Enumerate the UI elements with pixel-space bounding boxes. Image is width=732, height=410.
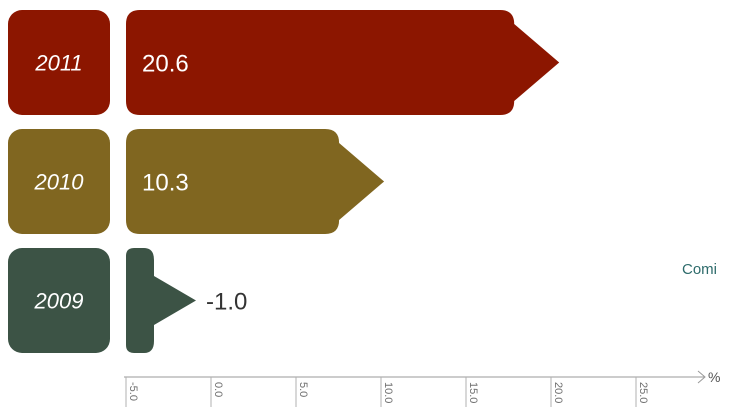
bar-row-2010: 2010 10.3 — [8, 129, 385, 234]
x-axis-unit: % — [708, 369, 720, 385]
value-label: -1.0 — [206, 289, 247, 316]
x-tick-label: -5.0 — [127, 382, 139, 401]
x-tick-label: 15.0 — [467, 382, 479, 403]
x-tick-label: 0.0 — [212, 382, 224, 397]
x-axis-ticks: -5.0 0.0 5.0 10.0 15.0 20.0 25.0 — [125, 377, 649, 407]
year-box — [8, 10, 110, 115]
bar — [126, 129, 385, 234]
x-tick-label: 10.0 — [382, 382, 394, 403]
x-tick-label: 20.0 — [552, 382, 564, 403]
chart-note: Comi — [682, 261, 717, 278]
x-axis-arrowhead — [697, 370, 706, 384]
x-tick-label: 25.0 — [637, 382, 649, 403]
bar-row-2011: 2011 20.6 — [8, 10, 560, 115]
bar-row-2009: 2009 -1.0 — [8, 248, 247, 353]
year-box — [8, 248, 110, 353]
value-label: 20.6 — [142, 51, 189, 78]
year-label: 2011 — [34, 51, 82, 76]
year-label: 2009 — [34, 289, 84, 314]
chart-rows: 2011 20.6 2010 10.3 2009 -1.0 — [8, 10, 560, 353]
bar — [126, 248, 196, 353]
year-label: 2010 — [34, 170, 85, 195]
x-tick-label: 5.0 — [297, 382, 309, 397]
bar — [126, 10, 560, 115]
year-box — [8, 129, 110, 234]
x-axis: -5.0 0.0 5.0 10.0 15.0 20.0 25.0 % — [124, 369, 720, 407]
value-label: 10.3 — [142, 170, 189, 197]
